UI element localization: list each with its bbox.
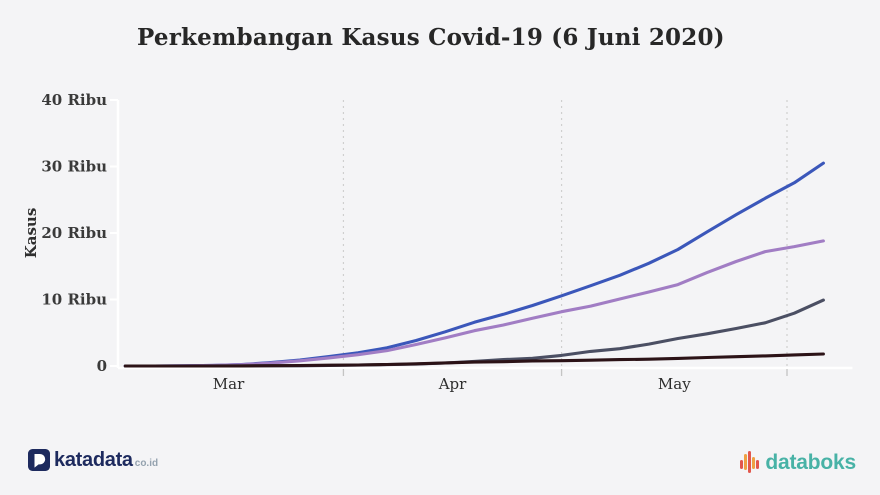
data-lines: [123, 161, 825, 368]
series-line-blue: [123, 161, 825, 368]
databoks-wordmark: databoks: [765, 450, 856, 474]
x-tick-label: Apr: [438, 375, 467, 393]
y-tick-labels: 0 10 Ribu 20 Ribu 30 Ribu 40 Ribu: [41, 91, 107, 375]
x-tick-label: Mar: [213, 375, 245, 393]
katadata-logo: katadata co.id: [28, 449, 158, 471]
x-tick-labels: Mar Apr May: [213, 375, 691, 393]
x-tick-label: May: [658, 375, 691, 393]
series-line-maroon: [123, 352, 825, 368]
katadata-domain: co.id: [134, 458, 159, 469]
y-tick-label: 0: [97, 357, 107, 375]
y-tick-label: 10 Ribu: [41, 291, 107, 309]
katadata-wordmark: katadata: [54, 449, 133, 471]
databoks-logo: databoks: [740, 450, 856, 475]
y-tick-label: 40 Ribu: [41, 91, 107, 109]
line-chart: 0 10 Ribu 20 Ribu 30 Ribu 40 Ribu Mar Apr May: [41, 91, 853, 393]
databoks-icon: [740, 451, 760, 473]
y-tick-label: 30 Ribu: [41, 158, 107, 176]
y-tick-label: 20 Ribu: [41, 224, 107, 242]
katadata-icon: [28, 449, 50, 471]
axes-lines: [110, 99, 853, 376]
series-line-purple: [123, 239, 825, 368]
page-title: Perkembangan Kasus Covid-19 (6 Juni 2020…: [137, 24, 725, 51]
footer: katadata co.id databoks: [0, 433, 880, 495]
vertical-gridlines: [342, 100, 788, 366]
